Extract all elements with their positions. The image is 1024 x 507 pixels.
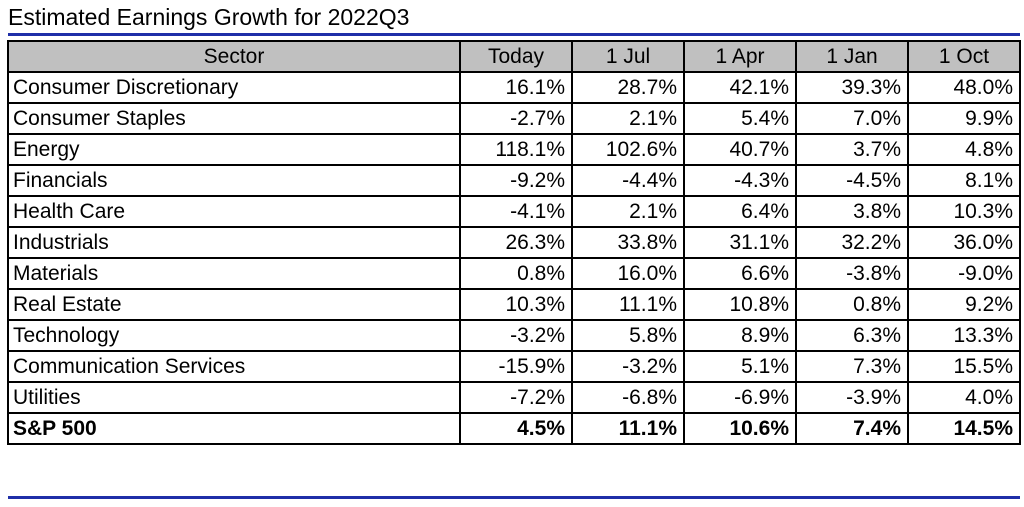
value-cell: 7.0% xyxy=(795,102,909,135)
value-cell: 118.1% xyxy=(459,133,573,166)
value-cell: 16.1% xyxy=(459,71,573,104)
table-body: Consumer Discretionary 16.1% 28.7% 42.1% 39.… xyxy=(7,71,1021,445)
value-cell: 5.8% xyxy=(571,319,685,352)
sector-cell: Consumer Discretionary xyxy=(7,71,461,104)
value-cell: 8.1% xyxy=(907,164,1021,197)
value-cell: 16.0% xyxy=(571,257,685,290)
value-cell: 10.3% xyxy=(459,288,573,321)
sector-cell: Financials xyxy=(7,164,461,197)
value-cell: 5.1% xyxy=(683,350,797,383)
value-cell: 28.7% xyxy=(571,71,685,104)
top-rule xyxy=(8,33,1020,36)
value-cell: 40.7% xyxy=(683,133,797,166)
value-cell: -3.2% xyxy=(459,319,573,352)
sector-cell: S&P 500 xyxy=(7,412,461,445)
value-cell: 7.3% xyxy=(795,350,909,383)
value-cell: 9.2% xyxy=(907,288,1021,321)
sector-cell: Energy xyxy=(7,133,461,166)
column-header-1-apr: 1 Apr xyxy=(683,40,797,73)
value-cell: -9.2% xyxy=(459,164,573,197)
sector-cell: Industrials xyxy=(7,226,461,259)
value-cell: 26.3% xyxy=(459,226,573,259)
table-row: Communication Services -15.9% -3.2% 5.1% 7.3… xyxy=(7,350,1021,383)
value-cell: 14.5% xyxy=(907,412,1021,445)
column-header-1-jul: 1 Jul xyxy=(571,40,685,73)
value-cell: 15.5% xyxy=(907,350,1021,383)
value-cell: 3.7% xyxy=(795,133,909,166)
value-cell: 48.0% xyxy=(907,71,1021,104)
value-cell: 10.8% xyxy=(683,288,797,321)
table-row: Financials -9.2% -4.4% -4.3% -4.5% 8.1% xyxy=(7,164,1021,197)
value-cell: 10.6% xyxy=(683,412,797,445)
sector-cell: Utilities xyxy=(7,381,461,414)
value-cell: -15.9% xyxy=(459,350,573,383)
value-cell: 6.4% xyxy=(683,195,797,228)
table-row: Materials 0.8% 16.0% 6.6% -3.8% -9.0% xyxy=(7,257,1021,290)
value-cell: 8.9% xyxy=(683,319,797,352)
value-cell: 6.6% xyxy=(683,257,797,290)
sector-cell: Communication Services xyxy=(7,350,461,383)
value-cell: 36.0% xyxy=(907,226,1021,259)
table-row: Energy 118.1% 102.6% 40.7% 3.7% 4.8% xyxy=(7,133,1021,166)
value-cell: 0.8% xyxy=(795,288,909,321)
value-cell: 2.1% xyxy=(571,102,685,135)
value-cell: 13.3% xyxy=(907,319,1021,352)
table-row: Consumer Discretionary 16.1% 28.7% 42.1% 39.… xyxy=(7,71,1021,104)
value-cell: 4.0% xyxy=(907,381,1021,414)
value-cell: 0.8% xyxy=(459,257,573,290)
table-row: Utilities -7.2% -6.8% -6.9% -3.9% 4.0% xyxy=(7,381,1021,414)
value-cell: 11.1% xyxy=(571,288,685,321)
value-cell: 39.3% xyxy=(795,71,909,104)
value-cell: -3.9% xyxy=(795,381,909,414)
value-cell: 4.8% xyxy=(907,133,1021,166)
value-cell: 32.2% xyxy=(795,226,909,259)
value-cell: -2.7% xyxy=(459,102,573,135)
value-cell: -4.4% xyxy=(571,164,685,197)
value-cell: 9.9% xyxy=(907,102,1021,135)
header-row: Sector Today 1 Jul 1 Apr 1 Jan 1 Oct xyxy=(7,40,1021,73)
column-header-1-oct: 1 Oct xyxy=(907,40,1021,73)
sector-cell: Consumer Staples xyxy=(7,102,461,135)
value-cell: 3.8% xyxy=(795,195,909,228)
table-row: Technology -3.2% 5.8% 8.9% 6.3% 13.3% xyxy=(7,319,1021,352)
value-cell: 4.5% xyxy=(459,412,573,445)
value-cell: -4.3% xyxy=(683,164,797,197)
chart-title: Estimated Earnings Growth for 2022Q3 xyxy=(8,4,410,30)
value-cell: -4.1% xyxy=(459,195,573,228)
value-cell: 11.1% xyxy=(571,412,685,445)
table-row: Health Care -4.1% 2.1% 6.4% 3.8% 10.3% xyxy=(7,195,1021,228)
value-cell: 7.4% xyxy=(795,412,909,445)
value-cell: 2.1% xyxy=(571,195,685,228)
table-row: S&P 500 4.5% 11.1% 10.6% 7.4% 14.5% xyxy=(7,412,1021,445)
value-cell: -6.8% xyxy=(571,381,685,414)
value-cell: -3.8% xyxy=(795,257,909,290)
value-cell: 10.3% xyxy=(907,195,1021,228)
value-cell: 5.4% xyxy=(683,102,797,135)
value-cell: 6.3% xyxy=(795,319,909,352)
value-cell: -4.5% xyxy=(795,164,909,197)
table-row: Real Estate 10.3% 11.1% 10.8% 0.8% 9.2% xyxy=(7,288,1021,321)
value-cell: 42.1% xyxy=(683,71,797,104)
sector-cell: Real Estate xyxy=(7,288,461,321)
column-header-1-jan: 1 Jan xyxy=(795,40,909,73)
value-cell: 33.8% xyxy=(571,226,685,259)
value-cell: -6.9% xyxy=(683,381,797,414)
table-row: Industrials 26.3% 33.8% 31.1% 32.2% 36.0% xyxy=(7,226,1021,259)
value-cell: -7.2% xyxy=(459,381,573,414)
earnings-table: Sector Today 1 Jul 1 Apr 1 Jan 1 Oct Con… xyxy=(7,40,1021,445)
value-cell: 102.6% xyxy=(571,133,685,166)
sector-cell: Technology xyxy=(7,319,461,352)
value-cell: -9.0% xyxy=(907,257,1021,290)
column-header-sector: Sector xyxy=(7,40,461,73)
column-header-today: Today xyxy=(459,40,573,73)
value-cell: -3.2% xyxy=(571,350,685,383)
bottom-rule xyxy=(8,496,1020,499)
sector-cell: Materials xyxy=(7,257,461,290)
sector-cell: Health Care xyxy=(7,195,461,228)
value-cell: 31.1% xyxy=(683,226,797,259)
table-row: Consumer Staples -2.7% 2.1% 5.4% 7.0% 9.9% xyxy=(7,102,1021,135)
